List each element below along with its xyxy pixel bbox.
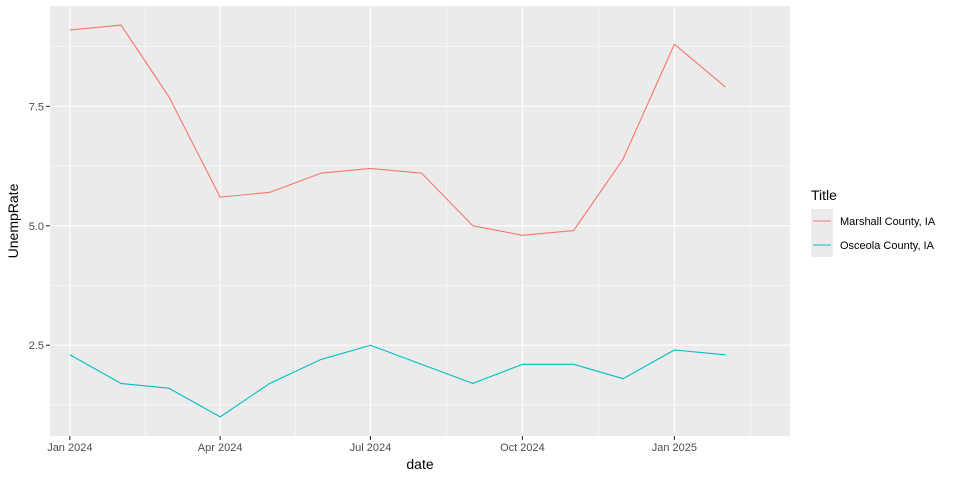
- x-tick-label: Jul 2024: [350, 442, 392, 454]
- series-lines: [69, 24, 726, 418]
- legend-items: Marshall County, IA Osceola County, IA: [811, 209, 936, 257]
- legend-label: Osceola County, IA: [840, 240, 935, 252]
- x-tick-label: Jan 2024: [47, 442, 92, 454]
- x-tick-label: Jan 2025: [652, 442, 697, 454]
- series-line-0: [69, 24, 726, 236]
- y-axis-title: UnempRate: [5, 183, 21, 258]
- x-axis-title: date: [406, 456, 433, 472]
- plot-panel: [50, 6, 790, 436]
- y-tick-label: 5.0: [29, 221, 44, 233]
- x-tick-label: Apr 2024: [198, 442, 243, 454]
- legend: Title Marshall County, IA Osceola County,…: [811, 187, 936, 257]
- x-axis: Jan 2024 Apr 2024 Jul 2024 Oct 2024 Jan 2025: [47, 436, 697, 454]
- series-line-1: [69, 344, 726, 418]
- y-tick-label: 2.5: [29, 340, 44, 352]
- y-tick-label: 7.5: [29, 101, 44, 113]
- legend-title: Title: [811, 187, 837, 203]
- x-tick-label: Oct 2024: [500, 442, 545, 454]
- legend-label: Marshall County, IA: [840, 216, 936, 228]
- y-axis: 2.5 5.0 7.5: [29, 101, 50, 352]
